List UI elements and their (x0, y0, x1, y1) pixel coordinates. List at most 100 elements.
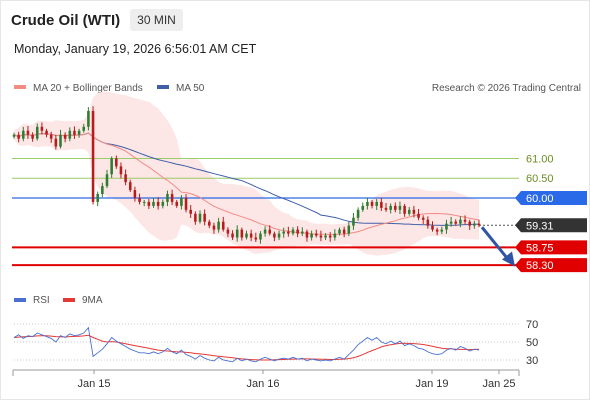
candle-body (180, 197, 183, 206)
ma20-legend-swatch (14, 85, 26, 89)
candle-body (240, 229, 244, 238)
candle-body (421, 217, 425, 220)
candle-body (175, 201, 179, 206)
candle-body (403, 205, 406, 214)
candle-body (287, 231, 290, 234)
rsi-line (13, 326, 480, 363)
candle-body (63, 134, 67, 139)
candle-body (273, 233, 276, 238)
candle-body (147, 201, 151, 206)
forecast-arrow-head (502, 251, 515, 267)
candle-body (398, 205, 402, 210)
header-row: Crude Oil (WTI) 30 MIN (11, 9, 183, 31)
rsi-legend-label: RSI (33, 295, 50, 306)
candle-body (282, 231, 285, 234)
candle-body (477, 223, 481, 226)
candle-body (73, 130, 76, 135)
rsi-legend-swatch (14, 298, 26, 302)
candle-body (394, 205, 397, 210)
candle-body (17, 134, 20, 139)
candle-body (68, 130, 72, 139)
candle-body (189, 209, 192, 214)
candle-body (77, 130, 81, 135)
level-label-3: 59.31 (526, 220, 554, 232)
candle-body (110, 158, 113, 175)
candle-body (49, 134, 53, 139)
candle-body (431, 225, 434, 230)
candle-body (161, 201, 165, 206)
candle-body (12, 134, 16, 137)
instrument-title: Crude Oil (WTI) (11, 11, 121, 29)
candle-body (91, 111, 95, 202)
candle-body (361, 205, 365, 210)
candle-body (352, 217, 355, 226)
level-label-5: 58.30 (526, 260, 554, 272)
candle-body (449, 221, 453, 224)
rsi-ma-legend-swatch (63, 298, 75, 302)
candle-body (259, 233, 262, 240)
candle-body (156, 201, 160, 206)
candle-body (435, 229, 439, 232)
candle-body (231, 233, 234, 238)
candle-body (124, 174, 127, 183)
candle-body (407, 209, 411, 214)
rsi-tick-label-70: 70 (526, 319, 538, 331)
candle-body (194, 213, 197, 222)
candle-body (221, 221, 225, 230)
candle-body (333, 233, 337, 238)
candle-body (301, 231, 304, 234)
candle-body (417, 213, 420, 218)
candle-body (217, 221, 220, 230)
candle-body (35, 126, 39, 139)
candle-body (268, 229, 272, 234)
candle-body (138, 197, 141, 202)
candle-body (235, 229, 239, 238)
candle-body (263, 229, 267, 234)
candle-body (198, 213, 202, 222)
candle-body (473, 223, 476, 226)
candle-body (208, 221, 211, 226)
candle-body (82, 126, 86, 131)
candle-body (226, 229, 230, 234)
candle-body (370, 201, 374, 206)
credit-text: Research © 2026 Trading Central (432, 83, 581, 94)
candle-body (440, 229, 444, 232)
price-plot: 61.00 60.50 60.00 59.31 58.75 58.30 (12, 91, 587, 273)
level-label-4: 58.75 (526, 242, 554, 254)
candle-body (459, 219, 462, 224)
level-tag-support-5 (515, 258, 587, 273)
candle-body (249, 233, 253, 238)
candle-body (166, 194, 169, 202)
forecast-arrow-shaft (480, 226, 511, 262)
time-label-1: Jan 16 (246, 378, 279, 390)
candle-body (133, 190, 137, 198)
candle-body (314, 233, 318, 236)
candle-body (319, 235, 323, 238)
level-label-2: 60.00 (526, 193, 554, 205)
rsi-plot: 70 50 30 (13, 319, 538, 367)
candle-body (463, 219, 467, 222)
candle-body (152, 201, 155, 206)
candle-body (380, 201, 383, 208)
candle-body (356, 209, 360, 218)
candle-body (277, 233, 281, 238)
candle-body (142, 201, 146, 203)
candle-body (119, 166, 123, 175)
candle-body (324, 235, 327, 238)
candle-body (445, 223, 448, 230)
time-label-3: Jan 25 (482, 378, 515, 390)
rsi-tick-label-30: 30 (526, 355, 538, 367)
candle-body (412, 209, 416, 214)
candle-body (203, 213, 206, 222)
candle-body (87, 111, 90, 127)
rsi-ma-legend-label: 9MA (82, 295, 103, 306)
level-tag-pivot-2 (515, 190, 587, 205)
candle-body (101, 186, 104, 195)
candle-body (384, 207, 388, 210)
timeframe-badge[interactable]: 30 MIN (130, 9, 183, 31)
ma20-line (13, 132, 480, 236)
candle-body (389, 205, 392, 210)
level-tag-support-4 (515, 240, 587, 255)
candle-body (96, 194, 99, 202)
